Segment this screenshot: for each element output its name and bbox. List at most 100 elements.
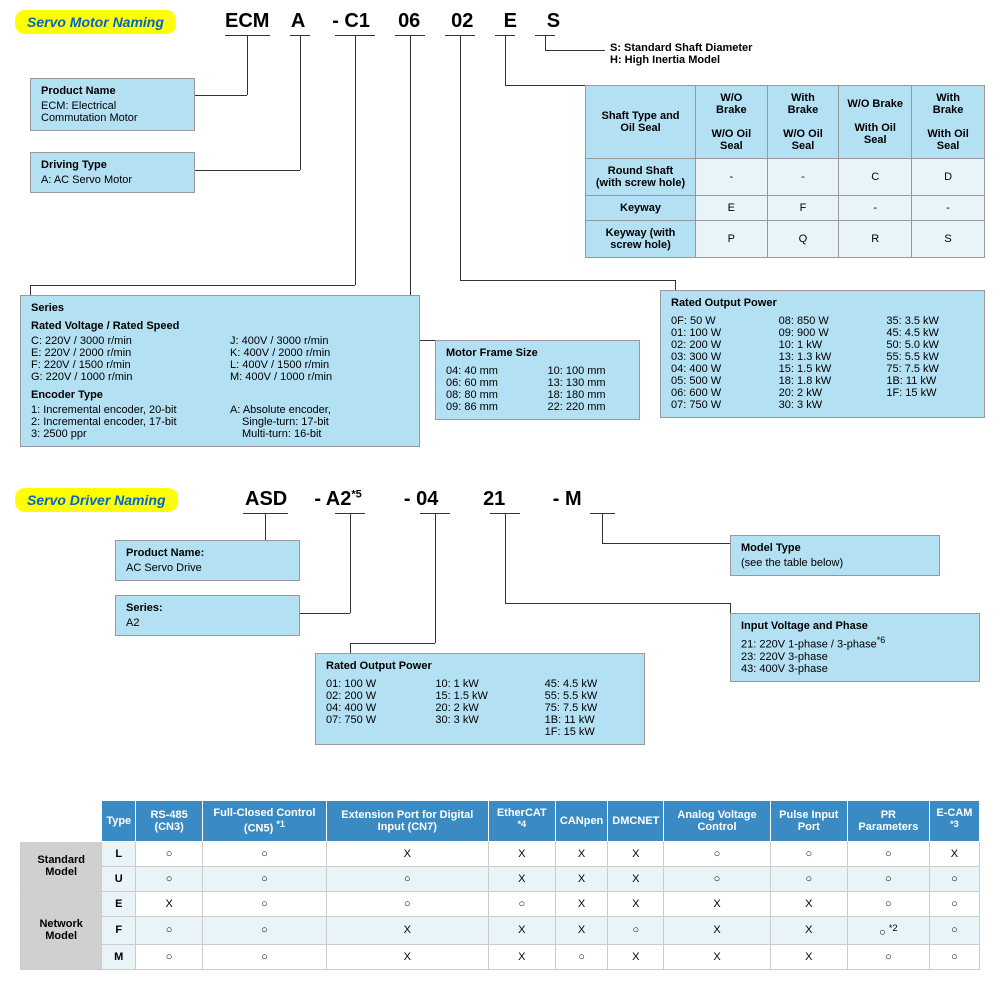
enc-1: 1: Incremental encoder, 20-bit — [31, 404, 210, 416]
model-cell: X — [555, 916, 607, 945]
driver-power-item: 45: 4.5 kW — [545, 678, 634, 690]
series-sub2: Encoder Type — [31, 389, 409, 401]
st-r1-2: C — [839, 159, 912, 196]
dmt-title: Model Type — [741, 542, 929, 554]
st-r2-1: F — [767, 196, 839, 221]
driver-power-item: 55: 5.5 kW — [545, 690, 634, 702]
model-cell: ○ — [847, 866, 929, 891]
driver-power-item: 15: 1.5 kW — [435, 690, 524, 702]
model-cell: ○ — [203, 841, 327, 866]
enc-3: 3: 2500 ppr — [31, 428, 210, 440]
driver-power-item: 75: 7.5 kW — [545, 702, 634, 714]
shaft-note-l2: H: High Inertia Model — [610, 54, 752, 66]
st-r1-3: D — [912, 159, 985, 196]
dmt-text: (see the table below) — [741, 557, 929, 569]
dv-l1: 21: 220V 1-phase / 3-phase*6 — [741, 635, 969, 651]
motor-power-item: 75: 7.5 kW — [886, 363, 974, 375]
driver-product-name-box: Product Name: AC Servo Drive — [115, 540, 300, 581]
st-r1: Round Shaft (with screw hole) — [596, 165, 685, 189]
code-a: A — [278, 10, 318, 33]
model-type: F — [102, 916, 136, 945]
model-header: E-CAM *3 — [929, 801, 979, 842]
model-cell: ○ — [847, 891, 929, 916]
frame-08: 08: 80 mm — [446, 389, 528, 401]
model-cell: X — [608, 891, 664, 916]
motor-power-item: 20: 2 kW — [779, 387, 867, 399]
st-r2-3: - — [912, 196, 985, 221]
model-cell: X — [488, 945, 555, 970]
dpn-text: AC Servo Drive — [126, 562, 289, 574]
model-cell: X — [664, 891, 770, 916]
model-header: CANpen — [555, 801, 607, 842]
model-header: DMCNET — [608, 801, 664, 842]
model-cell: X — [929, 841, 979, 866]
model-cell: ○ — [929, 866, 979, 891]
model-cell: X — [555, 866, 607, 891]
model-cell: ○ — [326, 866, 488, 891]
model-cell: X — [608, 841, 664, 866]
st-r1-1: - — [767, 159, 839, 196]
model-header: PR Parameters — [847, 801, 929, 842]
st-r1-0: - — [696, 159, 768, 196]
model-group: Standard Model — [21, 841, 102, 891]
frame-title: Motor Frame Size — [446, 347, 629, 359]
driver-voltage-box: Input Voltage and Phase 21: 220V 1-phase… — [730, 613, 980, 682]
st-r3-1: Q — [767, 221, 839, 258]
driver-power-box: Rated Output Power 01: 100 W02: 200 W04:… — [315, 653, 645, 745]
model-header: Pulse Input Port — [770, 801, 847, 842]
model-cell: X — [488, 841, 555, 866]
motor-power-item: 50: 5.0 kW — [886, 339, 974, 351]
motor-power-item: 10: 1 kW — [779, 339, 867, 351]
driver-power-item: 1B: 11 kW — [545, 714, 634, 726]
motor-driving-type-box: Driving Type A: AC Servo Motor — [30, 152, 195, 193]
model-cell: X — [608, 866, 664, 891]
st-r2-0: E — [696, 196, 768, 221]
driver-power-item: 02: 200 W — [326, 690, 415, 702]
st-c2a: With Brake — [788, 92, 819, 116]
model-cell: ○ — [664, 841, 770, 866]
model-header: Full-Closed Control (CN5) *1 — [203, 801, 327, 842]
model-cell: ○ — [203, 945, 327, 970]
model-cell: X — [326, 916, 488, 945]
model-cell: ○ — [488, 891, 555, 916]
model-cell: ○ — [929, 916, 979, 945]
model-type: E — [102, 891, 136, 916]
series-m: M: 400V / 1000 r/min — [230, 371, 409, 383]
model-cell: X — [555, 891, 607, 916]
model-cell: X — [326, 841, 488, 866]
shaft-note-l1: S: Standard Shaft Diameter — [610, 42, 752, 54]
enc-a2: Single-turn: 17-bit — [230, 416, 409, 428]
series-c: C: 220V / 3000 r/min — [31, 335, 210, 347]
model-cell: ○ — [203, 866, 327, 891]
driver-power-item: 01: 100 W — [326, 678, 415, 690]
driving-type-text: A: AC Servo Motor — [41, 174, 184, 186]
model-cell: ○ — [326, 891, 488, 916]
motor-power-item: 0F: 50 W — [671, 315, 759, 327]
model-cell: X — [770, 945, 847, 970]
model-cell: ○ — [770, 841, 847, 866]
series-title: Series — [31, 302, 409, 314]
model-cell: X — [664, 916, 770, 945]
st-c4b: With Oil Seal — [927, 128, 968, 152]
model-group: Network Model — [21, 891, 102, 970]
dcode-m: - M — [527, 488, 607, 511]
model-type: L — [102, 841, 136, 866]
model-cell: ○ — [136, 866, 203, 891]
motor-power-item: 09: 900 W — [779, 327, 867, 339]
motor-product-name-box: Product Name ECM: Electrical Commutation… — [30, 78, 195, 131]
motor-power-item: 02: 200 W — [671, 339, 759, 351]
st-c4a: With Brake — [933, 92, 964, 116]
model-cell: ○ — [929, 891, 979, 916]
motor-power-item: 1F: 15 kW — [886, 387, 974, 399]
code-e: E — [490, 10, 530, 33]
frame-13: 13: 130 mm — [548, 377, 630, 389]
driver-power-item: 04: 400 W — [326, 702, 415, 714]
driver-power-item: 10: 1 kW — [435, 678, 524, 690]
dpn-title: Product Name: — [126, 547, 289, 559]
driver-power-item: 20: 2 kW — [435, 702, 524, 714]
st-c1b: W/O Oil Seal — [711, 128, 751, 152]
model-cell: ○ *2 — [847, 916, 929, 945]
st-c3b: With Oil Seal — [854, 122, 895, 146]
motor-power-item: 05: 500 W — [671, 375, 759, 387]
st-r3-3: S — [912, 221, 985, 258]
